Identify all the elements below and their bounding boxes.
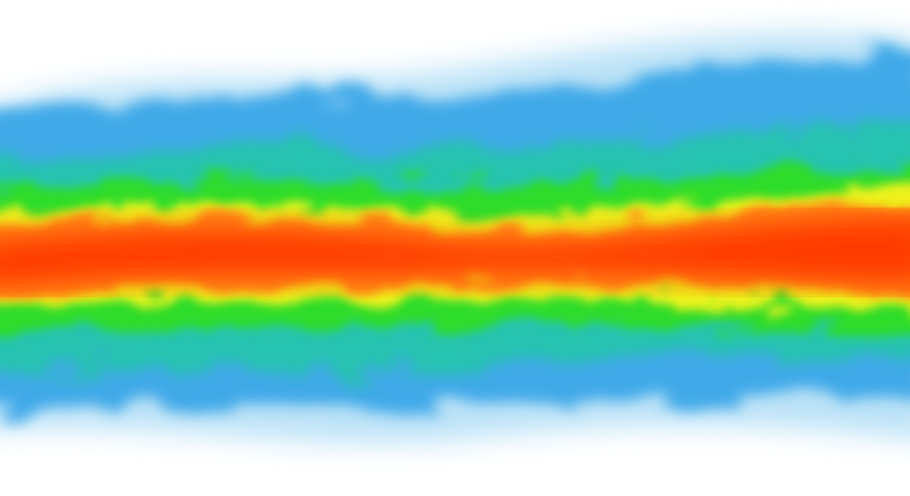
jet-image: [0, 0, 910, 496]
page: [0, 0, 910, 496]
